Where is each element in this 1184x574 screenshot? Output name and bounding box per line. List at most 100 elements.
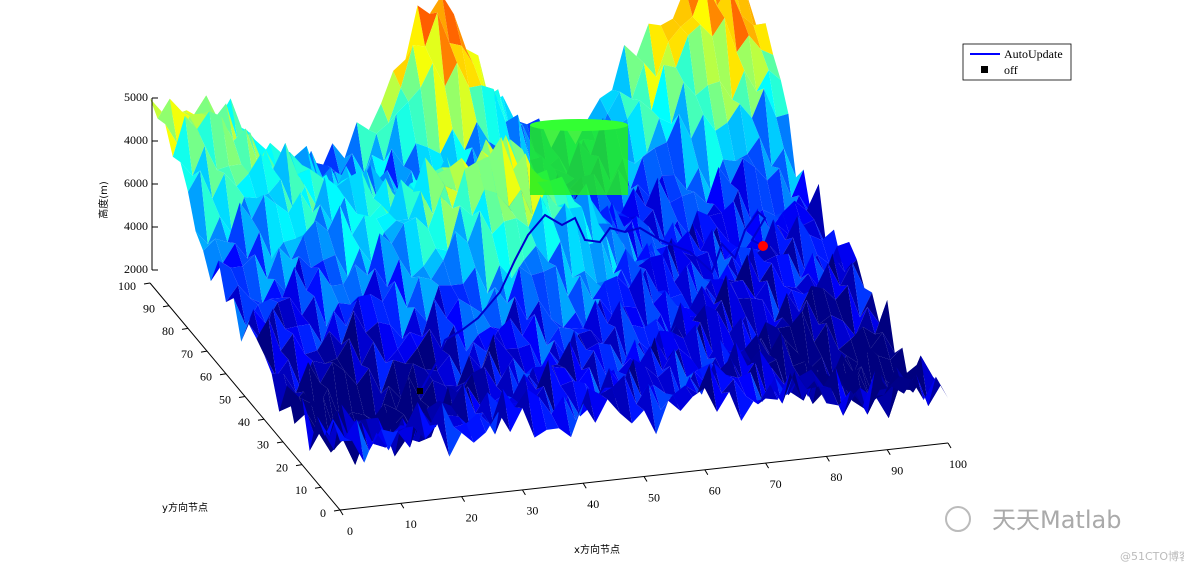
y-tick-label: 50: [219, 392, 231, 406]
terrain-cell: [639, 100, 660, 153]
terrain-cell: [832, 253, 853, 287]
terrain-cell: [642, 148, 663, 198]
terrain-cell: [835, 285, 856, 336]
terrain-cell: [466, 334, 486, 352]
terrain-cell: [192, 145, 213, 199]
terrain-cell: [621, 188, 641, 225]
terrain-cell: [555, 265, 576, 328]
terrain-cell: [365, 321, 386, 364]
terrain-cell: [226, 285, 246, 326]
terrain-cell: [726, 190, 746, 231]
terrain-cell: [388, 87, 409, 123]
terrain-cell: [367, 233, 388, 288]
terrain-cell: [718, 167, 739, 218]
z-tick-label: 4000: [124, 133, 148, 147]
terrain-cell: [584, 270, 605, 300]
terrain-cell: [928, 376, 948, 407]
terrain-cell: [399, 258, 420, 308]
x-tick-label: 40: [587, 497, 599, 511]
terrain-cell: [599, 387, 620, 413]
terrain-cell: [637, 257, 658, 292]
terrain-cell: [391, 223, 412, 278]
terrain-cell: [732, 349, 752, 363]
terrain-cell: [390, 324, 410, 350]
terrain-cell: [767, 280, 787, 322]
terrain-cell: [447, 205, 468, 251]
terrain-cell: [706, 167, 727, 218]
start-marker: [417, 388, 423, 394]
terrain-cell: [336, 177, 357, 214]
terrain-cell: [598, 223, 619, 271]
terrain-cell: [615, 326, 635, 367]
terrain-cell: [268, 179, 289, 213]
y-tick: [238, 396, 246, 398]
terrain-cell: [306, 267, 327, 327]
terrain-cell: [485, 88, 506, 122]
terrain-cell: [744, 70, 765, 119]
terrain-cell: [254, 254, 275, 304]
x-tick-label: 100: [949, 457, 967, 471]
terrain-cell: [435, 231, 456, 261]
terrain-cell: [695, 85, 716, 131]
terrain-cell: [239, 202, 260, 259]
terrain-cell: [739, 350, 760, 366]
terrain-cell: [438, 401, 459, 417]
terrain-cell: [472, 189, 492, 234]
terrain-cell: [420, 190, 441, 229]
terrain-cell: [782, 371, 803, 404]
terrain-cell: [704, 304, 725, 352]
terrain-cell: [376, 113, 397, 162]
terrain-cell: [875, 299, 895, 353]
terrain-cell: [150, 98, 170, 119]
y-tick: [219, 373, 227, 376]
terrain-cell: [294, 266, 315, 316]
terrain-cell: [207, 216, 228, 244]
terrain-cell: [289, 297, 310, 327]
terrain-cell: [520, 367, 541, 393]
terrain-cell: [172, 115, 193, 176]
terrain-cell: [288, 359, 309, 393]
terrain-cell: [817, 246, 838, 274]
terrain-cell: [683, 252, 704, 279]
x-tick: [400, 503, 405, 509]
terrain-cell: [838, 339, 859, 364]
terrain-cell: [802, 219, 822, 241]
terrain-cell: [476, 351, 497, 387]
terrain-cell: [444, 169, 465, 209]
terrain-cell: [335, 254, 356, 285]
terrain-cell: [425, 12, 445, 87]
terrain-cell: [400, 363, 421, 400]
terrain-cell: [563, 312, 584, 330]
terrain-cell: [241, 309, 261, 342]
terrain-cell: [501, 358, 521, 393]
terrain-cell: [709, 212, 730, 242]
terrain-cell: [320, 204, 340, 231]
terrain-cell: [227, 202, 248, 259]
terrain-cell: [628, 268, 649, 335]
terrain-cell: [624, 306, 644, 328]
terrain-cell: [283, 235, 304, 260]
terrain-cell: [457, 62, 477, 151]
terrain-cell: [273, 308, 293, 351]
y-axis-label: y方向节点: [162, 501, 208, 514]
terrain-cell: [382, 418, 403, 457]
terrain-cell: [753, 23, 774, 55]
terrain-cell: [469, 150, 489, 178]
terrain-cell: [741, 15, 762, 50]
terrain-cell: [501, 137, 521, 207]
terrain-cell: [621, 358, 641, 396]
terrain-cell: [847, 285, 868, 336]
y-tick-label: 60: [200, 370, 212, 384]
terrain-cell: [666, 114, 687, 190]
terrain-cell: [636, 23, 657, 77]
terrain-cell: [461, 342, 482, 378]
terrain-cell: [417, 402, 438, 440]
terrain-cell: [738, 190, 758, 231]
terrain-cell: [677, 376, 698, 405]
terrain-cell: [647, 118, 667, 153]
terrain-cell: [204, 145, 225, 199]
terrain-cell: [450, 283, 471, 306]
terrain-cell: [250, 298, 271, 305]
terrain-cell: [843, 390, 863, 416]
terrain-cell: [437, 355, 458, 387]
